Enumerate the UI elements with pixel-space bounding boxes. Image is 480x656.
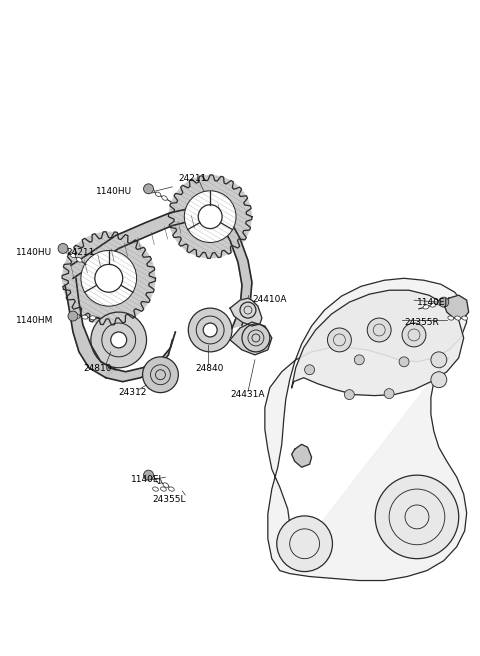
Text: 24211: 24211 bbox=[66, 249, 95, 257]
Ellipse shape bbox=[77, 258, 82, 262]
Circle shape bbox=[305, 365, 314, 375]
Circle shape bbox=[344, 390, 354, 400]
Polygon shape bbox=[265, 278, 467, 581]
Circle shape bbox=[399, 357, 409, 367]
Polygon shape bbox=[65, 278, 116, 378]
Text: 24211: 24211 bbox=[179, 174, 207, 183]
Ellipse shape bbox=[448, 316, 454, 320]
Ellipse shape bbox=[153, 487, 158, 491]
Ellipse shape bbox=[156, 479, 162, 483]
Ellipse shape bbox=[455, 316, 461, 320]
Polygon shape bbox=[106, 332, 175, 382]
Ellipse shape bbox=[90, 316, 96, 320]
Circle shape bbox=[431, 372, 447, 388]
Ellipse shape bbox=[163, 483, 168, 487]
Circle shape bbox=[367, 318, 391, 342]
Polygon shape bbox=[292, 290, 464, 396]
Circle shape bbox=[62, 232, 156, 325]
Polygon shape bbox=[230, 322, 272, 355]
Circle shape bbox=[242, 324, 270, 352]
Circle shape bbox=[144, 184, 154, 194]
Circle shape bbox=[198, 205, 222, 228]
Circle shape bbox=[111, 332, 127, 348]
Ellipse shape bbox=[161, 487, 167, 491]
Circle shape bbox=[327, 328, 351, 352]
Circle shape bbox=[143, 357, 179, 393]
Circle shape bbox=[240, 302, 256, 318]
Circle shape bbox=[277, 516, 333, 571]
Polygon shape bbox=[71, 205, 220, 278]
Polygon shape bbox=[218, 216, 252, 328]
Circle shape bbox=[402, 323, 426, 347]
Text: 24355R: 24355R bbox=[404, 318, 439, 327]
Circle shape bbox=[354, 355, 364, 365]
Text: 1140EJ: 1140EJ bbox=[131, 475, 162, 484]
Text: 24431A: 24431A bbox=[230, 390, 264, 399]
Circle shape bbox=[95, 264, 123, 292]
Text: 24410A: 24410A bbox=[252, 295, 287, 304]
Circle shape bbox=[144, 470, 154, 480]
Text: 24810: 24810 bbox=[83, 364, 111, 373]
Polygon shape bbox=[444, 295, 468, 318]
Circle shape bbox=[384, 388, 394, 399]
Circle shape bbox=[375, 475, 459, 559]
Ellipse shape bbox=[462, 316, 468, 320]
Circle shape bbox=[184, 191, 236, 243]
Circle shape bbox=[58, 243, 68, 253]
Circle shape bbox=[68, 311, 78, 321]
Ellipse shape bbox=[156, 192, 161, 197]
Ellipse shape bbox=[423, 305, 429, 309]
Circle shape bbox=[188, 308, 232, 352]
Text: 24355L: 24355L bbox=[153, 495, 186, 504]
Circle shape bbox=[203, 323, 217, 337]
Circle shape bbox=[168, 175, 252, 258]
Circle shape bbox=[431, 352, 447, 368]
Ellipse shape bbox=[437, 301, 443, 305]
Ellipse shape bbox=[82, 315, 88, 319]
Ellipse shape bbox=[168, 487, 174, 491]
Circle shape bbox=[439, 297, 449, 307]
Ellipse shape bbox=[70, 253, 75, 258]
Circle shape bbox=[91, 312, 146, 368]
Text: 24312: 24312 bbox=[119, 388, 147, 397]
Ellipse shape bbox=[162, 195, 168, 200]
Ellipse shape bbox=[149, 188, 155, 193]
Text: 1140EJ: 1140EJ bbox=[417, 298, 448, 307]
Circle shape bbox=[81, 251, 137, 306]
Text: 1140HM: 1140HM bbox=[16, 316, 54, 325]
Text: 1140HU: 1140HU bbox=[16, 249, 52, 257]
Text: 1140HU: 1140HU bbox=[96, 187, 132, 196]
Ellipse shape bbox=[74, 314, 80, 318]
Polygon shape bbox=[230, 298, 262, 326]
Ellipse shape bbox=[149, 475, 155, 480]
Ellipse shape bbox=[430, 303, 436, 307]
Ellipse shape bbox=[63, 249, 69, 253]
Text: 24840: 24840 bbox=[195, 364, 224, 373]
Polygon shape bbox=[292, 444, 312, 467]
